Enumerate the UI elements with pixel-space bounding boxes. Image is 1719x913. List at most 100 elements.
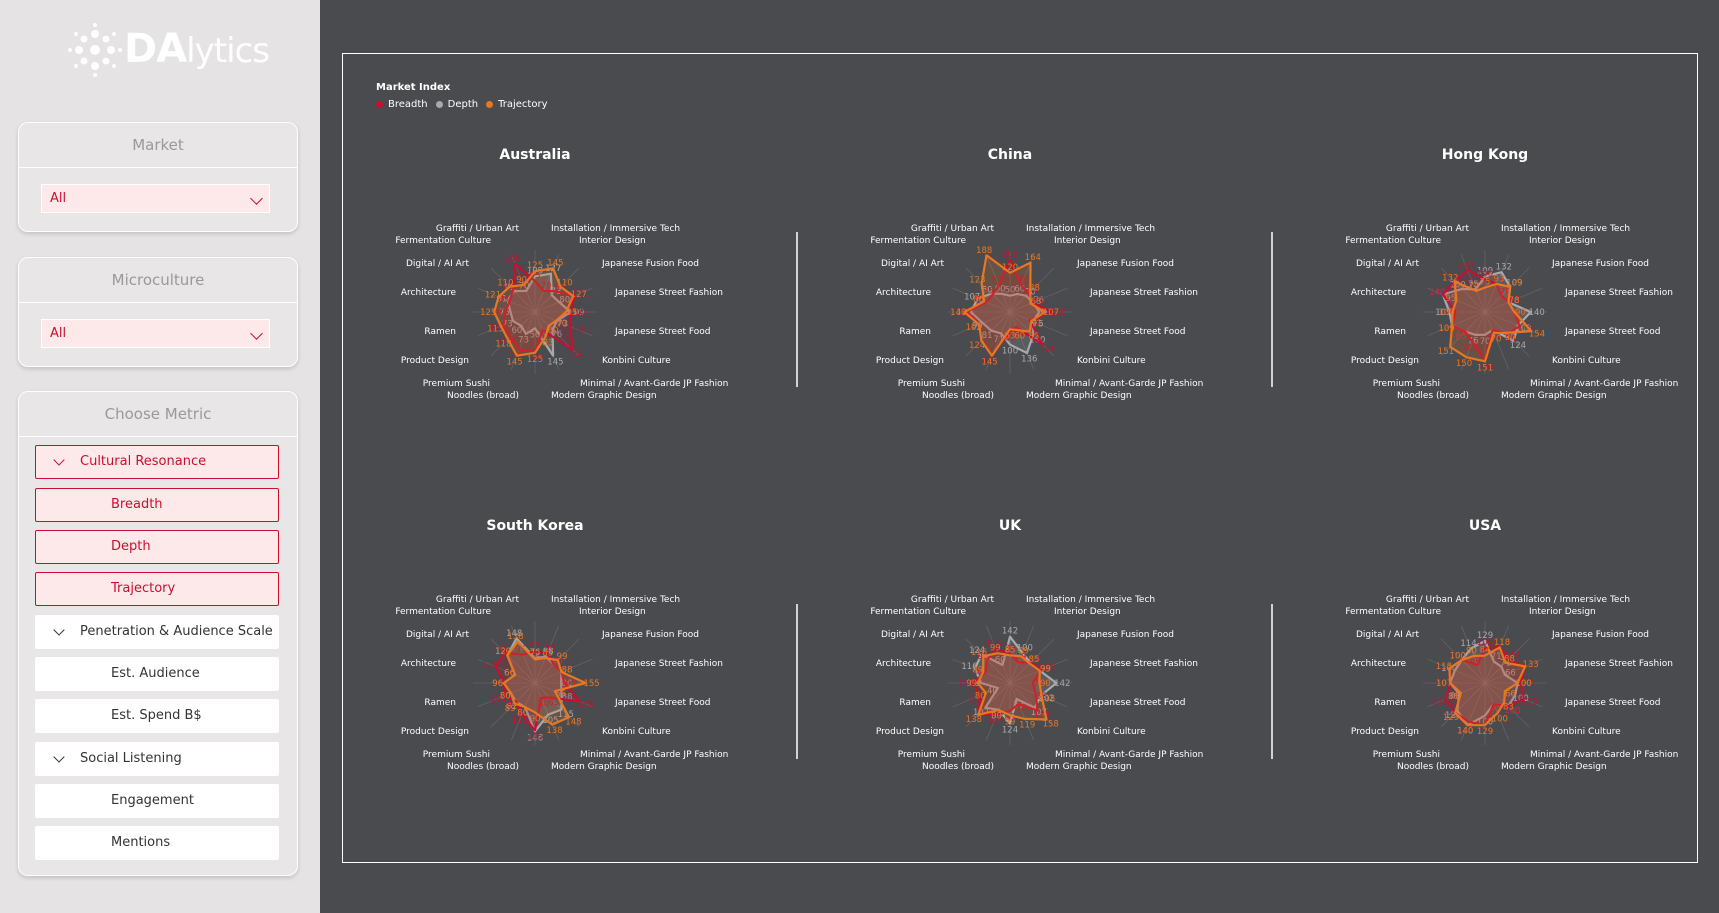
radar-axis-label: Interior Design <box>1054 236 1121 246</box>
radar-data-label: 138 <box>546 726 562 736</box>
radar-data-label: 99 <box>544 644 555 654</box>
radar-series-trajectory <box>493 267 575 357</box>
radar-data-label: 160 <box>505 254 521 264</box>
radar-data-label: 127 <box>571 290 587 300</box>
radar-spoke <box>1484 267 1530 313</box>
radar-spoke <box>534 682 560 741</box>
market-dropdown[interactable]: All <box>41 184 270 213</box>
metric-item-depth[interactable]: Depth <box>35 530 279 564</box>
radar-data-label: 116 <box>567 325 583 335</box>
radar-spoke <box>965 267 1011 313</box>
radar-spoke <box>952 658 1011 684</box>
metric-item-est-spend-b[interactable]: Est. Spend B$ <box>35 699 279 733</box>
radar-data-label: 83 <box>542 648 553 658</box>
radar-data-label: 93 <box>1493 274 1504 284</box>
radar-axis-label: Konbini Culture <box>602 356 671 366</box>
radar-data-label: 129 <box>1477 631 1493 641</box>
radar-data-label: 133 <box>1522 660 1538 670</box>
radar-axis-label: Ramen <box>424 698 456 708</box>
radar-spoke <box>1427 311 1486 337</box>
radar-data-label: 90 <box>1466 646 1477 656</box>
metric-item-trajectory[interactable]: Trajectory <box>35 572 279 606</box>
radar-data-label: 130 <box>482 661 498 671</box>
metric-item-penetration-audience-scale[interactable]: Penetration & Audience Scale <box>35 615 279 649</box>
radar-data-label: 95 <box>1445 294 1456 304</box>
radar-spoke <box>1009 311 1068 337</box>
legend-label: Trajectory <box>498 99 548 110</box>
radar-spoke <box>1009 625 1035 684</box>
radar-data-label: 129 <box>1443 713 1459 723</box>
radar-data-label: 90 <box>972 322 983 332</box>
radar-data-label: 116 <box>958 679 974 689</box>
metric-item-mentions[interactable]: Mentions <box>35 826 279 860</box>
radar-axis-label: Fermentation Culture <box>395 607 491 617</box>
radar-data-label: 40 <box>987 686 998 696</box>
radar-data-label: 70 <box>1500 288 1511 298</box>
radar-axis-label: Product Design <box>1351 356 1419 366</box>
radar-data-label: 75 <box>1468 280 1479 290</box>
radar-axis-label: Premium Sushi <box>898 379 965 389</box>
radar-axis-label: Fermentation Culture <box>870 236 966 246</box>
radar-data-label: 90 <box>1515 308 1526 318</box>
radar-data-label: 80 <box>1027 285 1038 295</box>
radar-data-label: 89 <box>991 711 1002 721</box>
radar-data-label: 70 <box>556 319 567 329</box>
metric-item-est-audience[interactable]: Est. Audience <box>35 657 279 691</box>
radar-axis-label: Japanese Fusion Food <box>601 259 699 269</box>
radar-spoke <box>490 682 536 728</box>
radar-data-label: 66 <box>555 690 566 700</box>
radar-data-label: 95 <box>567 308 578 318</box>
metric-item-cultural-resonance[interactable]: Cultural Resonance <box>35 445 279 479</box>
radar-data-label: 140 <box>1457 260 1473 270</box>
radar-data-label: 142 <box>1054 679 1070 689</box>
radar-axis-label: Graffiti / Urban Art <box>436 595 520 605</box>
radar-data-label: 109 <box>1506 279 1522 289</box>
radar-spoke <box>534 682 593 708</box>
radar-data-label: 69 <box>1015 653 1026 663</box>
microculture-dropdown[interactable]: All <box>41 319 270 348</box>
radar-data-label: 145 <box>506 357 522 367</box>
radar-data-label: 60 <box>1489 332 1500 342</box>
logo-dots-icon <box>68 23 122 77</box>
metric-item-engagement[interactable]: Engagement <box>35 784 279 818</box>
radar-data-label: 108 <box>1477 638 1493 648</box>
radar-data-label: 136 <box>1021 355 1037 365</box>
radar-data-label: 60 <box>1470 655 1481 665</box>
radar-data-label: 109 <box>1438 324 1454 334</box>
legend-dot-icon <box>486 100 494 108</box>
radar-spoke <box>1009 287 1068 313</box>
radar-axis-label: Product Design <box>1351 727 1419 737</box>
metric-item-social-listening[interactable]: Social Listening <box>35 742 279 776</box>
radar-axis-label: Modern Graphic Design <box>1501 762 1607 772</box>
radar-data-label: 125 <box>527 261 543 271</box>
radar-data-label: 66 <box>1505 669 1516 679</box>
radar-axis-label: Noodles (broad) <box>922 391 994 401</box>
radar-data-label: 100 <box>1450 652 1466 662</box>
radar-axis-label: Japanese Street Fashion <box>1564 288 1673 298</box>
radar-data-label: 118 <box>1494 638 1510 648</box>
radar-data-label: 109 <box>1515 324 1531 334</box>
radar-data-label: 70 <box>519 281 530 291</box>
metric-item-label: Breadth <box>111 497 163 512</box>
radar-axis-label: Graffiti / Urban Art <box>436 224 520 234</box>
radar-axis-label: Premium Sushi <box>1373 379 1440 389</box>
radar-axis-label: Installation / Immersive Tech <box>551 595 680 605</box>
radar-data-label: 90 <box>565 679 576 689</box>
radar-data-label: 70 <box>541 281 552 291</box>
radar-data-label: 102 <box>1038 694 1054 704</box>
radar-data-label: 75 <box>983 287 994 297</box>
radar-data-label: 99 <box>966 679 977 689</box>
chart-frame <box>342 53 1698 863</box>
radar-series-trajectory <box>1448 646 1527 727</box>
radar-data-label: 53 <box>1005 331 1016 341</box>
radar-data-label: 133 <box>1522 660 1538 670</box>
radar-data-label: 109 <box>1438 324 1454 334</box>
radar-axis-label: Installation / Immersive Tech <box>1501 595 1630 605</box>
radar-data-label: 118 <box>1436 662 1452 672</box>
radar-data-label: 82 <box>974 667 985 677</box>
legend-item-trajectory: Trajectory <box>486 99 547 110</box>
radar-data-label: 129 <box>1477 727 1493 737</box>
radar-data-label: 89 <box>1018 647 1029 657</box>
metric-item-breadth[interactable]: Breadth <box>35 488 279 522</box>
